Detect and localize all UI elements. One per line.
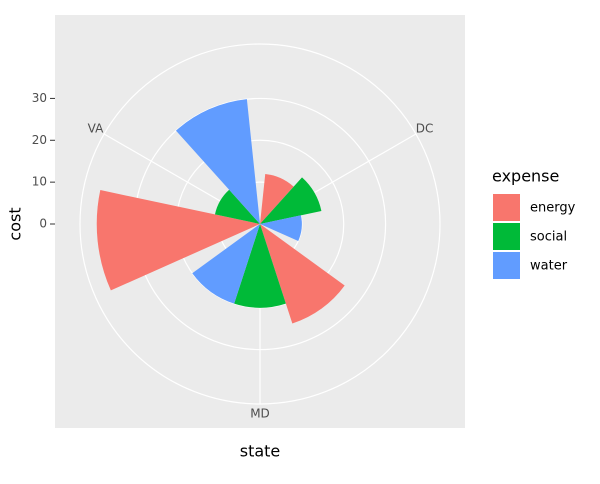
legend-label: water [530,259,568,274]
y-axis-title: cost [6,207,25,240]
bar [96,190,261,291]
y-tick-label: 20 [32,133,47,147]
bar [260,174,294,224]
x-tick-label: DC [416,122,434,136]
legend-key [493,194,520,221]
legend-label: social [530,230,567,245]
x-axis-title: state [240,442,281,461]
bar [260,224,345,324]
bar [234,224,286,308]
y-tick-label: 30 [32,91,47,105]
legend-title: expense [492,167,559,186]
x-tick-label: MD [250,407,270,421]
bar [192,224,260,304]
y-tick-label: 10 [32,175,47,189]
legend-key [493,223,520,250]
legend-label: energy [530,201,576,216]
y-tick-label: 0 [39,217,47,231]
bar [260,177,322,224]
legend-key [493,252,520,279]
x-tick-label: VA [88,122,104,136]
bar [260,215,302,242]
bar [214,189,260,224]
bar [175,99,260,224]
